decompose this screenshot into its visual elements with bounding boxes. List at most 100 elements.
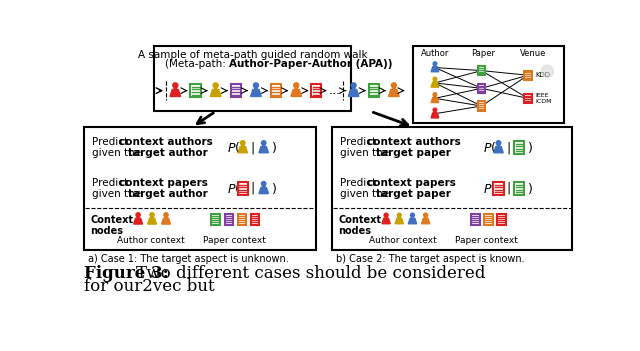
Polygon shape	[434, 112, 436, 113]
FancyBboxPatch shape	[225, 214, 233, 225]
FancyBboxPatch shape	[211, 214, 220, 225]
Circle shape	[351, 83, 356, 88]
Polygon shape	[165, 217, 167, 218]
Polygon shape	[424, 217, 427, 218]
Text: Author context: Author context	[116, 236, 184, 245]
Text: $P($: $P($	[227, 140, 241, 155]
FancyBboxPatch shape	[251, 214, 259, 225]
Circle shape	[150, 213, 154, 217]
Circle shape	[262, 141, 266, 145]
Polygon shape	[137, 217, 140, 218]
Circle shape	[213, 83, 218, 88]
Text: $P($: $P($	[227, 181, 241, 196]
Text: Venue: Venue	[520, 49, 547, 58]
Text: Predict: Predict	[340, 178, 379, 188]
Polygon shape	[352, 88, 355, 90]
FancyBboxPatch shape	[369, 84, 379, 97]
Text: IEEE
ICDM: IEEE ICDM	[536, 93, 552, 104]
FancyBboxPatch shape	[477, 84, 485, 93]
Text: $)$: $)$	[271, 140, 277, 155]
Polygon shape	[238, 147, 248, 153]
Polygon shape	[211, 90, 221, 97]
Text: $|$: $|$	[506, 140, 511, 155]
Circle shape	[173, 83, 178, 88]
Text: Author-Paper-Author (APA)): Author-Paper-Author (APA))	[229, 59, 393, 69]
Circle shape	[433, 93, 436, 96]
Text: $)$: $)$	[527, 140, 533, 155]
FancyBboxPatch shape	[413, 46, 564, 123]
FancyBboxPatch shape	[477, 66, 485, 75]
FancyBboxPatch shape	[154, 46, 351, 111]
Text: $)$: $)$	[527, 181, 533, 196]
FancyBboxPatch shape	[524, 94, 532, 103]
Text: Context
nodes: Context nodes	[338, 214, 381, 236]
FancyBboxPatch shape	[311, 84, 321, 97]
Polygon shape	[291, 90, 301, 97]
Text: for our2vec but: for our2vec but	[84, 278, 214, 295]
Polygon shape	[434, 66, 436, 67]
Text: ...: ...	[329, 84, 341, 97]
Circle shape	[496, 141, 500, 145]
Polygon shape	[348, 90, 359, 97]
Circle shape	[136, 213, 140, 217]
Text: context papers: context papers	[367, 178, 456, 188]
Polygon shape	[382, 218, 390, 224]
Polygon shape	[262, 186, 265, 187]
Text: Predict: Predict	[92, 137, 131, 147]
Polygon shape	[170, 90, 180, 97]
Circle shape	[433, 62, 436, 66]
Polygon shape	[398, 217, 401, 218]
Polygon shape	[431, 82, 439, 87]
Polygon shape	[259, 187, 268, 194]
Circle shape	[262, 181, 266, 186]
FancyBboxPatch shape	[497, 214, 506, 225]
Text: Paper context: Paper context	[203, 236, 266, 245]
Text: context authors: context authors	[119, 137, 212, 147]
Text: Paper context: Paper context	[454, 236, 518, 245]
FancyBboxPatch shape	[471, 214, 479, 225]
Polygon shape	[174, 88, 177, 90]
Text: b) Case 2: The target aspect is known.: b) Case 2: The target aspect is known.	[336, 254, 524, 264]
Polygon shape	[422, 218, 430, 224]
Text: $|$: $|$	[250, 140, 255, 155]
Text: context authors: context authors	[367, 137, 461, 147]
Text: Predict: Predict	[340, 137, 379, 147]
Polygon shape	[392, 88, 396, 90]
Text: (Meta-path:: (Meta-path:	[165, 59, 229, 69]
Polygon shape	[385, 217, 387, 218]
FancyBboxPatch shape	[271, 84, 281, 97]
Polygon shape	[408, 218, 417, 224]
Text: Author context: Author context	[369, 236, 437, 245]
FancyBboxPatch shape	[515, 141, 524, 154]
Text: given the: given the	[340, 148, 392, 158]
Text: target author: target author	[128, 189, 208, 199]
Text: $|$: $|$	[506, 180, 511, 197]
Text: target paper: target paper	[376, 189, 451, 199]
Polygon shape	[255, 88, 257, 90]
Text: Context
nodes: Context nodes	[90, 214, 133, 236]
FancyBboxPatch shape	[515, 182, 524, 194]
Circle shape	[410, 213, 415, 217]
Polygon shape	[494, 147, 503, 153]
Polygon shape	[388, 90, 399, 97]
FancyBboxPatch shape	[477, 101, 485, 111]
FancyBboxPatch shape	[231, 84, 241, 97]
Polygon shape	[162, 218, 170, 224]
FancyBboxPatch shape	[191, 84, 200, 97]
Polygon shape	[431, 67, 439, 72]
FancyBboxPatch shape	[237, 182, 248, 194]
Text: Paper: Paper	[471, 49, 495, 58]
Polygon shape	[497, 145, 500, 147]
Polygon shape	[295, 88, 298, 90]
Text: Predict: Predict	[92, 178, 131, 188]
Polygon shape	[431, 113, 439, 118]
FancyBboxPatch shape	[493, 182, 504, 194]
Circle shape	[541, 65, 554, 78]
Polygon shape	[434, 81, 436, 82]
Circle shape	[253, 83, 259, 88]
Text: a) Case 1: The target aspect is unknown.: a) Case 1: The target aspect is unknown.	[88, 254, 289, 264]
Polygon shape	[395, 218, 403, 224]
Circle shape	[384, 213, 388, 217]
Text: $)$: $)$	[271, 181, 277, 196]
Text: Figure 3:: Figure 3:	[84, 265, 168, 282]
